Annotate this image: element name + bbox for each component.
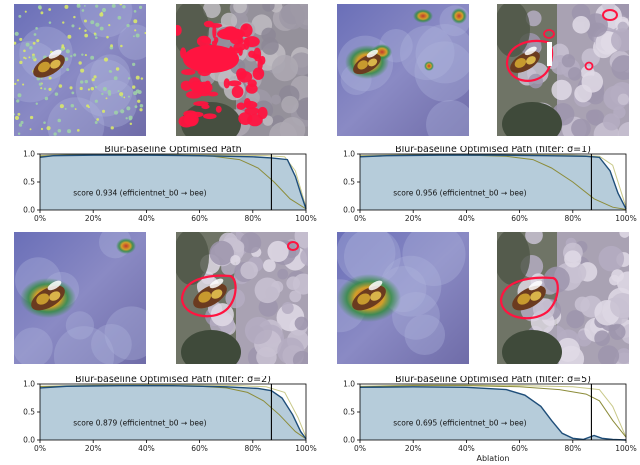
saliency-map-row2-b: [337, 232, 469, 364]
score-annotation: score 0.879 (efficientnet_b0 → bee): [73, 418, 206, 427]
x-tick-label: 40%: [138, 444, 155, 453]
ablation-chart-sigma5: Blur-baseline Optimised Path (filter: σ=…: [343, 376, 637, 463]
tile-graphic: [176, 232, 308, 364]
chart-title: Blur-baseline Optimised Path (filter: σ=…: [75, 376, 271, 385]
ablation-chart-sigma1: Blur-baseline Optimised Path (filter: σ=…: [343, 146, 637, 223]
x-axis-label: Ablation: [477, 454, 510, 463]
y-tick-label: 1.0: [23, 380, 35, 389]
series-line-1: [359, 154, 627, 210]
x-tick-label: 40%: [458, 444, 475, 453]
x-tick-label: 60%: [511, 444, 528, 453]
tile-graphic: [497, 4, 629, 136]
y-tick-label: 0.5: [343, 408, 355, 417]
score-annotation: score 0.695 (efficientnet_b0 → bee): [393, 418, 526, 427]
chart-title: Blur-baseline Optimised Path: [104, 146, 241, 155]
series-line-2: [359, 385, 627, 438]
x-tick-label: 80%: [564, 214, 581, 223]
y-tick-label: 1.0: [23, 150, 35, 159]
y-tick-label: 1.0: [343, 150, 355, 159]
score-annotation: score 0.956 (efficientnet_b0 → bee): [393, 188, 526, 197]
saliency-map-row1-b: [337, 4, 469, 136]
series-line-1: [39, 154, 307, 210]
x-tick-label: 60%: [191, 444, 208, 453]
x-tick-label: 80%: [564, 444, 581, 453]
x-tick-label: 0%: [34, 444, 46, 453]
masked-photo-row1-b: [497, 4, 629, 136]
x-tick-label: 20%: [85, 444, 102, 453]
tile-graphic: [176, 4, 308, 136]
saliency-map-row2-a: [14, 232, 146, 364]
x-tick-label: 0%: [354, 444, 366, 453]
ablation-chart-sigma2: Blur-baseline Optimised Path (filter: σ=…: [23, 376, 317, 453]
y-tick-label: 0.0: [23, 206, 35, 215]
chart-title: Blur-baseline Optimised Path (filter: σ=…: [395, 376, 591, 385]
ablation-chart-baseline: Blur-baseline Optimised Path 0.0 0.5 1.0 0% 2…: [23, 146, 317, 223]
score-annotation: score 0.934 (efficientnet_b0 → bee): [73, 188, 206, 197]
saliency-map-row1-a: [14, 4, 146, 136]
y-tick-label: 0.5: [343, 178, 355, 187]
y-tick-label: 0.0: [23, 436, 35, 445]
masked-photo-row1-a: [176, 4, 308, 136]
masked-photo-row2-b: [497, 232, 629, 364]
x-tick-label: 0%: [34, 214, 46, 223]
x-tick-label: 60%: [511, 214, 528, 223]
x-tick-label: 20%: [85, 214, 102, 223]
x-tick-label: 40%: [138, 214, 155, 223]
x-tick-label: 40%: [458, 214, 475, 223]
tile-graphic: [14, 4, 146, 136]
series-line-3: [359, 384, 627, 438]
x-tick-label: 100%: [615, 214, 636, 223]
x-tick-label: 80%: [244, 444, 261, 453]
area-fill: [40, 155, 306, 210]
x-tick-label: 100%: [295, 214, 316, 223]
y-tick-label: 0.0: [343, 206, 355, 215]
series-line-1: [39, 384, 307, 440]
area-fill: [40, 385, 306, 440]
tile-graphic: [337, 232, 469, 364]
y-tick-label: 0.5: [23, 408, 35, 417]
x-tick-label: 20%: [405, 444, 422, 453]
series-line-1: [359, 386, 627, 441]
masked-photo-row2-a: [176, 232, 308, 364]
y-tick-label: 0.0: [343, 436, 355, 445]
area-fill: [360, 386, 626, 440]
x-tick-label: 100%: [615, 444, 636, 453]
y-tick-label: 0.5: [23, 178, 35, 187]
x-tick-label: 80%: [244, 214, 261, 223]
area-fill: [360, 155, 626, 210]
tile-graphic: [14, 232, 146, 364]
chart-title: Blur-baseline Optimised Path (filter: σ=…: [395, 146, 591, 155]
series-line-3: [39, 384, 307, 438]
y-tick-label: 1.0: [343, 380, 355, 389]
x-tick-label: 0%: [354, 214, 366, 223]
series-line-3: [359, 154, 627, 208]
tile-graphic: [337, 4, 469, 136]
x-tick-label: 100%: [295, 444, 316, 453]
x-tick-label: 60%: [191, 214, 208, 223]
x-tick-label: 20%: [405, 214, 422, 223]
tile-graphic: [497, 232, 629, 364]
